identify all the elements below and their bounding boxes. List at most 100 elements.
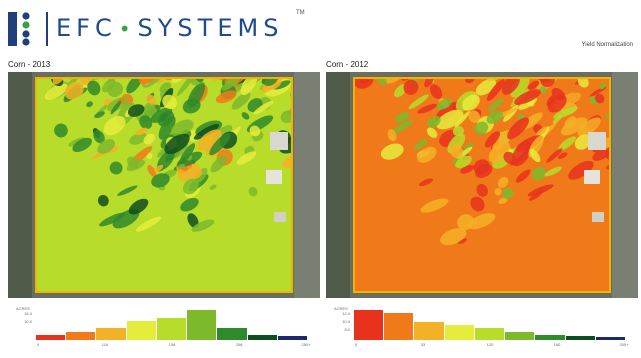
yield-map[interactable]	[326, 72, 638, 298]
histogram-bar	[187, 310, 217, 340]
yield-zone	[162, 94, 177, 110]
yield-zone	[498, 197, 508, 205]
yield-zone	[193, 123, 220, 140]
yield-zone	[86, 101, 93, 108]
brand-name-right: SYSTEMS	[137, 14, 284, 42]
yield-zone	[417, 146, 437, 163]
yield-zone	[180, 197, 199, 212]
trademark-mark: TM	[296, 10, 305, 16]
farmstead-icon	[588, 132, 606, 150]
map-panel-2013: Corn - 2013 ACRES 16.4 10.0 0 116 158 208 250…	[8, 60, 320, 352]
yield-zone	[194, 167, 208, 184]
logo-divider	[46, 12, 48, 46]
yield-map[interactable]	[8, 72, 320, 298]
yield-zone	[474, 121, 489, 135]
yield-zone	[473, 159, 490, 175]
yield-zone	[462, 94, 480, 111]
histogram-y-ticks: 12.4 10.0 8.0	[326, 312, 352, 338]
yield-zone	[210, 155, 227, 173]
yield-zone	[436, 98, 453, 111]
histogram-y-tick: 8.0	[344, 327, 350, 332]
yield-zone	[103, 116, 126, 136]
yield-map-canvas[interactable]	[326, 72, 638, 298]
imagery-strip	[294, 72, 320, 298]
histogram-bar	[474, 327, 505, 340]
yield-zone	[182, 98, 201, 114]
yield-zones	[354, 78, 610, 292]
histogram-y-tick: 12.4	[342, 311, 350, 316]
yield-zone	[418, 178, 434, 187]
yield-zone	[484, 131, 501, 148]
yield-zone	[139, 115, 153, 130]
yield-zone	[420, 198, 449, 213]
yield-zone	[209, 132, 231, 156]
yield-zone	[128, 198, 149, 215]
yield-zone	[94, 111, 105, 119]
yield-zone	[54, 123, 68, 138]
yield-zone	[253, 100, 274, 115]
farmstead-icon	[266, 170, 282, 184]
yield-zone	[383, 78, 407, 84]
yield-zone	[135, 216, 162, 232]
yield-zone	[64, 81, 84, 100]
efc-logo-icon	[8, 12, 30, 46]
yield-zone	[577, 117, 601, 137]
histogram-y-tick: 16.4	[24, 311, 32, 316]
histogram-bar	[156, 318, 187, 340]
histogram-x-ticks: 0 116 158 208 250+	[36, 342, 311, 350]
histogram-x-tick: 0	[354, 342, 358, 347]
yield-zone	[599, 82, 607, 90]
yield-zone	[460, 164, 474, 174]
yield-zone	[527, 80, 540, 90]
yield-zone	[507, 117, 530, 140]
yield-zone	[426, 127, 438, 138]
yield-histogram: ACRES 12.4 10.0 8.0 0 33 120 160 200+	[326, 306, 638, 352]
yield-zone	[557, 152, 568, 159]
yield-zone	[135, 127, 148, 136]
yield-zone	[486, 110, 503, 124]
yield-zone	[109, 161, 123, 175]
yield-zone	[102, 78, 116, 93]
yield-zone	[564, 116, 577, 130]
yield-zone	[154, 164, 164, 172]
yield-zone	[222, 78, 243, 91]
yield-zone	[262, 78, 279, 86]
yield-zone	[197, 129, 222, 151]
histogram-bar	[565, 335, 595, 340]
yield-zone	[544, 166, 562, 177]
histogram-x-tick: 208	[235, 342, 243, 347]
histogram-x-tick: 250+	[301, 342, 311, 347]
yield-zone	[527, 184, 554, 197]
farmstead-icon	[274, 212, 286, 222]
histogram-bar	[384, 312, 414, 340]
yield-zone	[66, 78, 78, 87]
farmstead-icon	[270, 132, 288, 150]
field-boundary	[35, 77, 293, 293]
brand-dot-icon: •	[118, 17, 136, 41]
yield-zone	[494, 188, 502, 196]
histogram-bar	[36, 334, 66, 340]
yield-zone	[354, 78, 374, 89]
yield-zone	[117, 185, 138, 196]
yield-zone	[468, 110, 481, 123]
yield-zone	[408, 94, 429, 110]
histogram-header: ACRES	[16, 306, 30, 311]
histogram-bar	[444, 325, 474, 340]
yield-zone	[515, 169, 531, 183]
yield-zone	[179, 143, 196, 165]
app-header: EFC •SYSTEMS TM Yield Normalization	[0, 0, 641, 56]
yield-map-canvas[interactable]	[8, 72, 320, 298]
yield-zone	[127, 104, 145, 117]
histogram-x-tick: 200+	[619, 342, 629, 347]
yield-zone	[413, 139, 428, 150]
histogram-x-tick: 33	[420, 342, 426, 347]
brand-name-left: EFC	[56, 14, 117, 42]
yield-zone	[177, 163, 186, 170]
yield-zone	[510, 78, 530, 98]
histogram-bar	[96, 327, 126, 340]
yield-zone	[514, 89, 542, 105]
histogram-y-tick: 10.0	[24, 319, 32, 324]
yield-zone	[87, 80, 101, 96]
yield-zone	[387, 129, 397, 142]
yield-zone	[486, 78, 505, 102]
